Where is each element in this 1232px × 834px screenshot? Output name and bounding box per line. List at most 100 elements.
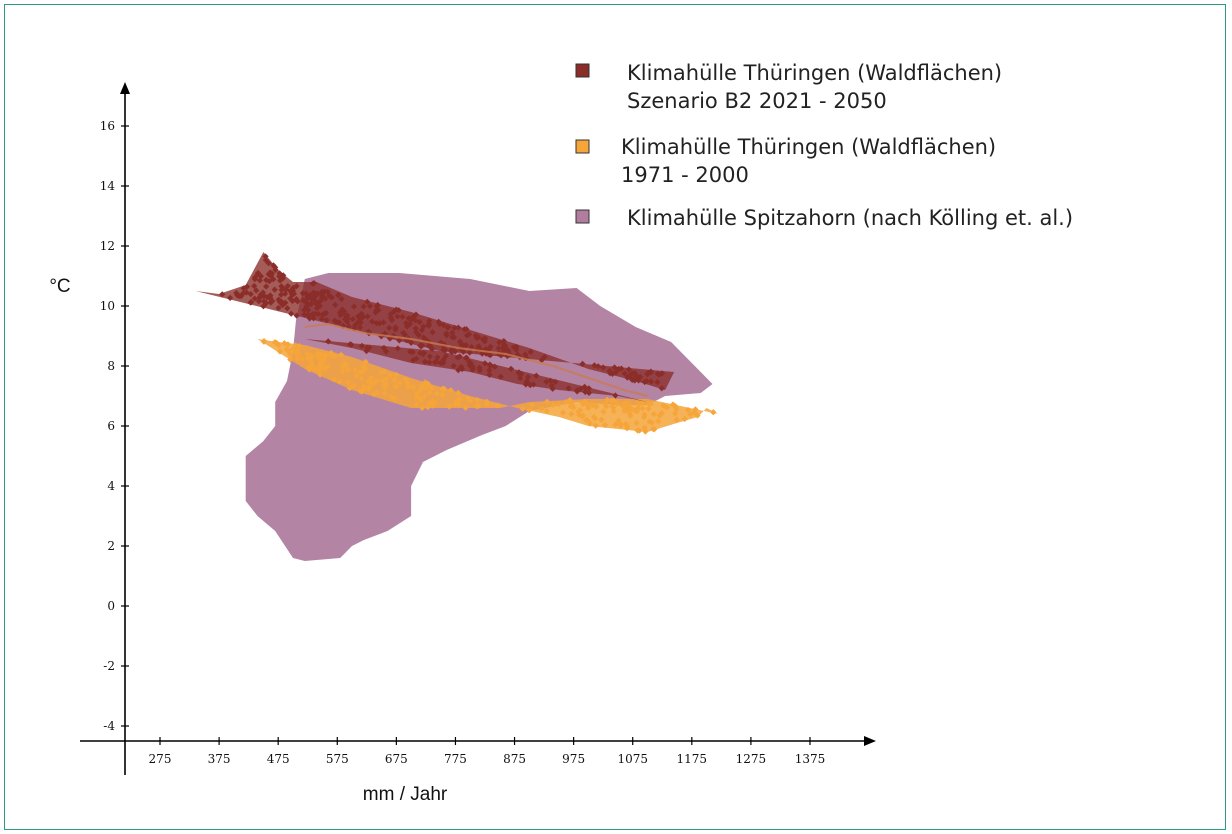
scenario-b2-point bbox=[339, 306, 346, 313]
scenario-b2-point bbox=[263, 299, 270, 307]
baseline-1971-2000-point bbox=[317, 371, 324, 378]
baseline-1971-2000-point bbox=[330, 376, 338, 383]
y-tick-label: 4 bbox=[107, 479, 115, 493]
scenario-b2-point bbox=[450, 362, 457, 370]
scenario-b2-point bbox=[409, 357, 417, 364]
scenario-b2-point bbox=[316, 302, 324, 310]
scenario-b2-point bbox=[299, 290, 306, 297]
baseline-1971-2000-point bbox=[402, 376, 409, 383]
scenario-b2-point bbox=[332, 301, 339, 308]
legend-baseline-line2: 1971 - 2000 bbox=[621, 163, 749, 187]
scenario-b2-point bbox=[251, 276, 259, 283]
scenario-b2-point bbox=[263, 283, 270, 290]
scenario-b2-point bbox=[269, 297, 276, 305]
baseline-1971-2000-point bbox=[615, 417, 622, 424]
scenario-b2-point bbox=[399, 313, 406, 320]
scenario-b2-point bbox=[451, 324, 458, 331]
baseline-1971-2000-point bbox=[429, 402, 436, 409]
scenario-b2-point bbox=[374, 301, 381, 309]
baseline-1971-2000-point bbox=[346, 384, 353, 392]
scenario-b2-point bbox=[476, 367, 483, 374]
scenario-b2-point bbox=[342, 312, 350, 320]
baseline-1971-2000-point bbox=[365, 386, 372, 393]
baseline-1971-2000-point bbox=[289, 346, 296, 353]
baseline-1971-2000-point bbox=[631, 407, 638, 414]
baseline-1971-2000-point bbox=[639, 405, 646, 412]
scenario-b2-point bbox=[591, 362, 598, 369]
baseline-1971-2000-point bbox=[368, 380, 375, 388]
baseline-1971-2000-point bbox=[635, 400, 643, 408]
baseline-1971-2000-point bbox=[287, 356, 294, 363]
baseline-1971-2000-point bbox=[474, 396, 481, 404]
baseline-1971-2000-point bbox=[455, 389, 462, 397]
baseline-1971-2000-point bbox=[307, 356, 314, 363]
baseline-1971-2000-area bbox=[257, 339, 719, 432]
baseline-1971-2000-point bbox=[642, 428, 649, 435]
scenario-b2-point bbox=[462, 354, 470, 362]
baseline-1971-2000-point bbox=[387, 372, 394, 379]
scenario-b2-point bbox=[507, 365, 515, 372]
scenario-b2-point bbox=[289, 291, 296, 298]
scenario-b2-point bbox=[612, 392, 619, 399]
scenario-b2-point bbox=[444, 324, 451, 331]
scenario-b2-point bbox=[321, 288, 328, 295]
scenario-b2-point bbox=[644, 371, 651, 378]
baseline-1971-2000-point bbox=[467, 397, 474, 405]
scenario-b2-point bbox=[631, 369, 638, 377]
scenario-b2-point bbox=[625, 366, 632, 373]
baseline-1971-2000-point bbox=[381, 368, 388, 375]
baseline-1971-2000-point bbox=[309, 363, 316, 371]
scenario-b2-point bbox=[442, 346, 449, 353]
scenario-b2-point bbox=[412, 317, 419, 324]
scenario-b2-point bbox=[394, 313, 401, 320]
baseline-1971-2000-point bbox=[428, 385, 435, 392]
scenario-b2-point bbox=[443, 332, 450, 339]
scenario-b2-point bbox=[548, 382, 555, 389]
baseline-1971-2000-point bbox=[446, 403, 453, 410]
baseline-1971-2000-point bbox=[373, 378, 380, 385]
scenario-b2-point bbox=[500, 341, 508, 348]
baseline-1971-2000-point bbox=[447, 387, 454, 394]
scenario-b2-point bbox=[541, 353, 548, 360]
scenario-b2-point bbox=[496, 339, 503, 346]
scenario-b2-point bbox=[462, 341, 470, 349]
scenario-b2-point bbox=[268, 270, 276, 277]
baseline-1971-2000-point bbox=[342, 360, 349, 367]
scenario-b2-point bbox=[356, 324, 364, 331]
scenario-b2-point bbox=[500, 338, 507, 345]
y-axis-arrow bbox=[120, 82, 130, 94]
x-tick-label: 1175 bbox=[677, 752, 708, 766]
scenario-b2-point bbox=[278, 286, 285, 293]
legend-spitzahorn-line1: Klimahülle Spitzahorn (nach Kölling et. … bbox=[627, 206, 1073, 230]
baseline-1971-2000-point bbox=[391, 377, 398, 384]
x-tick-label: 975 bbox=[562, 752, 585, 766]
legend: Klimahülle Thüringen (Waldflächen) Szena… bbox=[575, 61, 1073, 230]
x-tick-label: 775 bbox=[444, 752, 467, 766]
baseline-1971-2000-point bbox=[294, 347, 302, 354]
scenario-b2-point bbox=[487, 352, 494, 359]
baseline-1971-2000-point bbox=[344, 366, 351, 373]
scenario-b2-point bbox=[420, 323, 427, 330]
scenario-b2-point bbox=[310, 315, 317, 322]
scenario-b2-point bbox=[606, 367, 613, 374]
scenario-b2-point bbox=[552, 378, 559, 386]
scenario-b2-point bbox=[278, 283, 285, 290]
scenario-b2-point bbox=[455, 324, 462, 331]
scenario-b2-point bbox=[318, 294, 326, 301]
scenario-b2-point bbox=[442, 352, 449, 360]
scenario-b2-point bbox=[335, 291, 342, 299]
scenario-b2-point bbox=[465, 331, 473, 338]
baseline-1971-2000-point bbox=[359, 368, 366, 376]
scenario-trend-line bbox=[304, 322, 648, 397]
scenario-b2-point bbox=[301, 311, 308, 318]
scenario-b2-point bbox=[386, 324, 393, 331]
legend-swatch-baseline bbox=[575, 139, 590, 154]
scenario-b2-point bbox=[313, 290, 320, 297]
baseline-1971-2000-point bbox=[318, 351, 325, 358]
baseline-1971-2000-point bbox=[358, 375, 365, 382]
x-tick-label: 1275 bbox=[736, 752, 767, 766]
y-tick-label: 0 bbox=[107, 599, 115, 613]
scenario-b2-point bbox=[405, 315, 412, 322]
x-axis-label: mm / Jahr bbox=[363, 784, 448, 805]
